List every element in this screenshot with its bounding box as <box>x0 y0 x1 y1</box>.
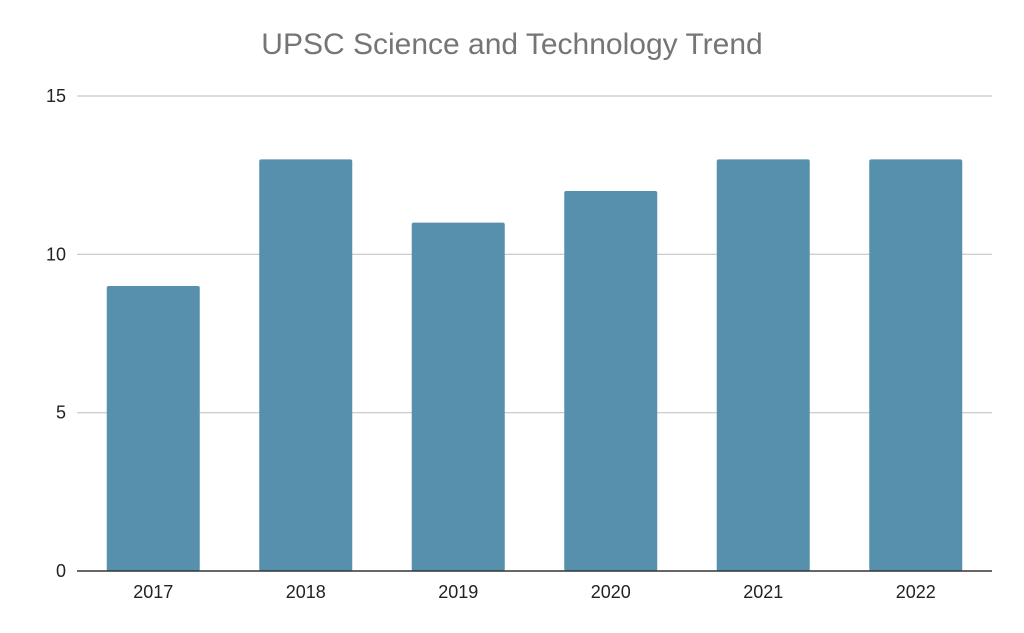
x-tick-label: 2018 <box>286 582 326 602</box>
y-tick-label: 10 <box>46 244 66 264</box>
gridlines <box>77 95 992 414</box>
bar-2020 <box>564 191 658 571</box>
y-tick-label: 0 <box>56 561 66 581</box>
x-tick-label: 2020 <box>591 582 631 602</box>
y-tick-label: 15 <box>46 86 66 106</box>
y-tick-label: 5 <box>56 403 66 423</box>
bar-2018 <box>259 159 353 572</box>
x-tick-label: 2017 <box>133 582 173 602</box>
x-tick-label: 2022 <box>896 582 936 602</box>
x-tick-label: 2019 <box>438 582 478 602</box>
bar-2022 <box>869 159 963 572</box>
bars <box>106 159 963 572</box>
tick-labels: 0 5 10 15 2017 2018 2019 2020 2021 2022 <box>46 86 936 602</box>
x-tick-label: 2021 <box>743 582 783 602</box>
chart-title: UPSC Science and Technology Trend <box>261 28 763 61</box>
bar-2021 <box>716 159 810 572</box>
bar-2019 <box>411 222 505 571</box>
bar-2017 <box>106 286 200 571</box>
